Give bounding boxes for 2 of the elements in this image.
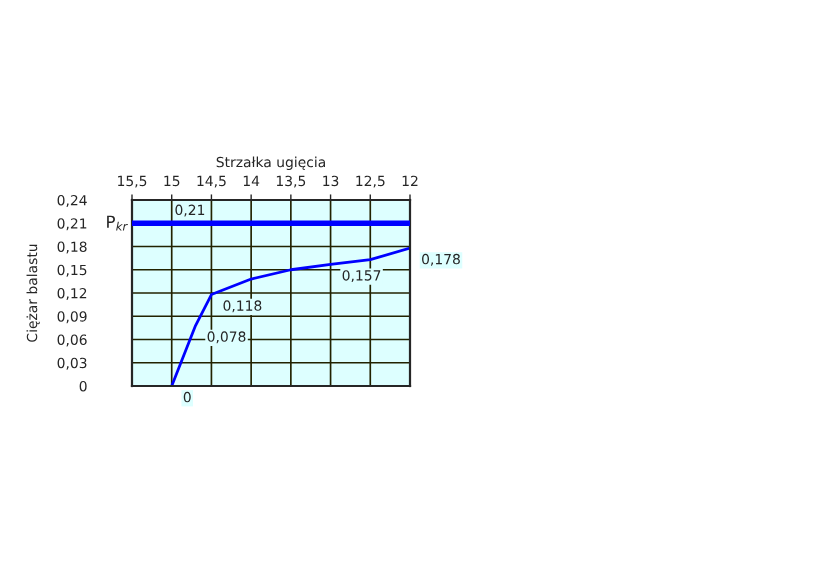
- ref-line-label: P$_{kr}$: [107, 215, 128, 231]
- line-series: [170, 246, 410, 386]
